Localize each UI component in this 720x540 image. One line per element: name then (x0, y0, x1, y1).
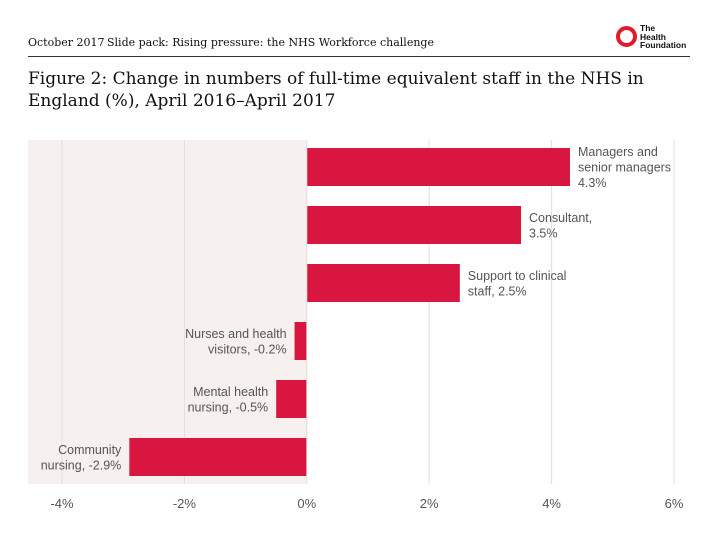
x-tick-label-1: -2% (173, 496, 197, 511)
data-label-5: Community nursing, -2.9% (41, 443, 122, 473)
data-label-5-line-1: nursing, -2.9% (41, 458, 122, 472)
chart-title: Figure 2: Change in numbers of full-time… (28, 69, 644, 111)
logo-ring-icon (616, 26, 637, 47)
data-label-2: Support to clinical staff, 2.5% (468, 269, 567, 299)
header-date: October 2017 (28, 36, 105, 49)
header-slide-pack-title: Slide pack: Rising pressure: the NHS Wor… (107, 36, 434, 49)
bar-1 (306, 206, 521, 244)
x-tick-label-4: 4% (542, 496, 561, 511)
data-label-4-line-0: Mental health (193, 385, 268, 399)
data-label-1-line-1: 3.5% (529, 226, 558, 240)
slide-header: October 2017 Slide pack: Rising pressure… (0, 0, 720, 60)
data-label-1: Consultant, 3.5% (529, 211, 592, 241)
data-label-4-line-1: nursing, -0.5% (188, 400, 269, 414)
x-tick-label-2: 0% (297, 496, 316, 511)
data-label-0-line-1: senior managers (578, 161, 671, 175)
x-tick-label-5: 6% (665, 496, 684, 511)
data-label-0-line-2: 4.3% (578, 176, 607, 190)
x-tick-label-0: -4% (50, 496, 74, 511)
bar-5 (129, 438, 307, 476)
bar-2 (306, 264, 460, 302)
data-label-3: Nurses and health visitors, -0.2% (185, 327, 287, 357)
data-label-5-line-0: Community (58, 443, 122, 457)
data-label-2-line-0: Support to clinical (468, 269, 567, 283)
bar-3 (294, 322, 307, 360)
bar-4 (276, 380, 307, 418)
data-label-3-line-0: Nurses and health (185, 327, 287, 341)
header-divider (28, 56, 690, 57)
data-label-0: Managers and senior managers 4.3% (578, 145, 671, 190)
x-tick-label-3: 2% (420, 496, 439, 511)
bar-0 (306, 148, 570, 186)
health-foundation-logo: The Health Foundation (614, 24, 694, 50)
data-label-4: Mental health nursing, -0.5% (188, 385, 269, 415)
logo-text: The Health Foundation (640, 23, 687, 50)
data-label-0-line-0: Managers and (578, 145, 658, 159)
data-label-2-line-1: staff, 2.5% (468, 284, 527, 298)
negative-region-background (28, 140, 307, 484)
data-label-1-line-0: Consultant, (529, 211, 592, 225)
data-label-3-line-1: visitors, -0.2% (208, 342, 287, 356)
